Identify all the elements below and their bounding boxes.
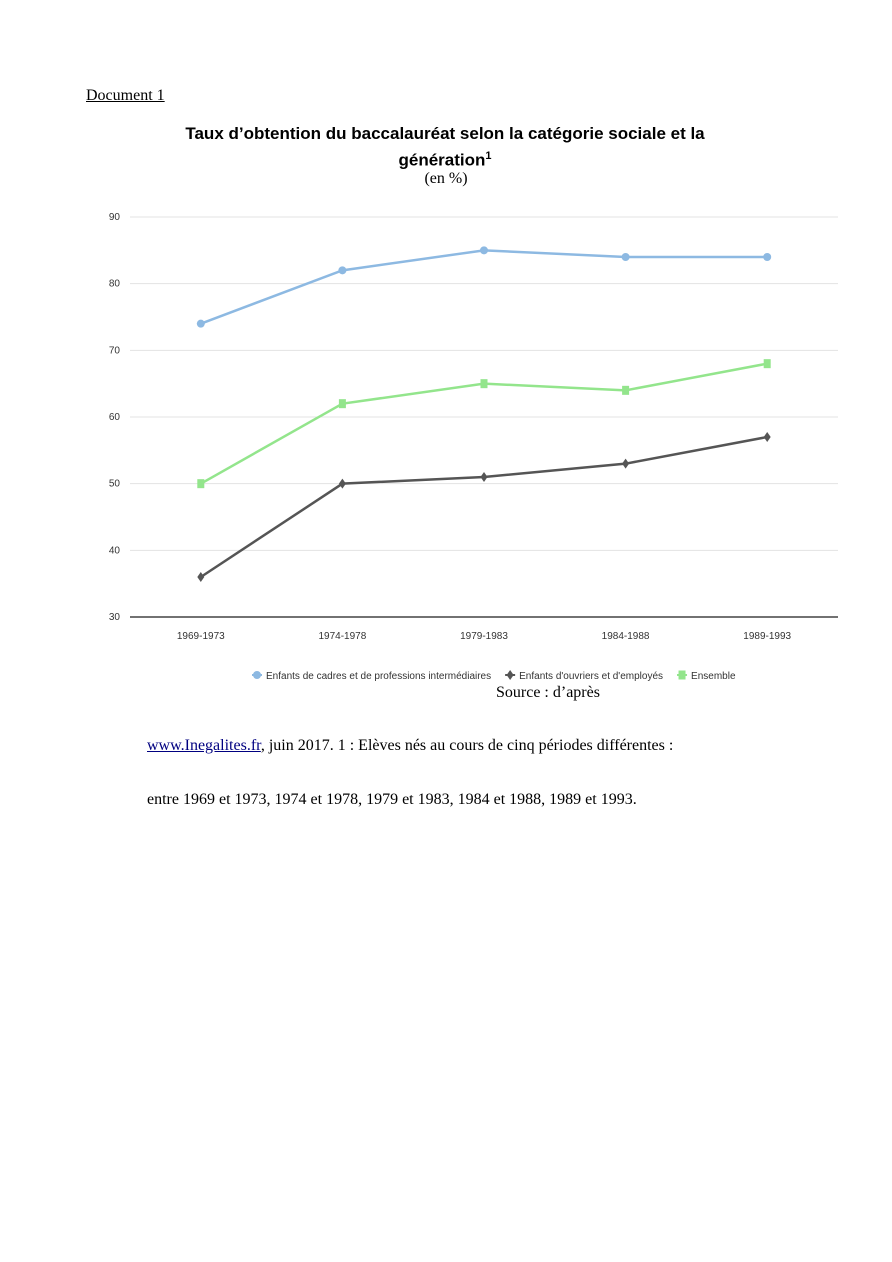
y-tick-label: 50 (109, 479, 121, 490)
data-point (678, 670, 686, 680)
footnote-line-2: entre 1969 et 1973, 1974 et 1978, 1979 e… (147, 791, 637, 808)
gridlines (130, 216, 838, 618)
data-point (338, 399, 346, 409)
document-label: Document 1 (86, 87, 165, 104)
y-tick-label: 60 (109, 412, 121, 423)
data-point (621, 253, 630, 261)
data-point (197, 572, 205, 582)
series-2 (197, 359, 771, 489)
x-tick-label: 1974-1978 (318, 631, 366, 642)
x-axis-ticks: 1969-1973 1974-1978 1979-1983 1984-1988 1989… (177, 631, 792, 642)
footnote-text: , juin 2017. 1 : Elèves nés au cours de … (260, 737, 674, 754)
legend-label: Enfants de cadres et de professions inte… (266, 671, 491, 682)
legend-label: Ensemble (691, 671, 736, 682)
legend-item-1: Enfants d'ouvriers et d'employés (505, 670, 663, 682)
x-tick-label: 1969-1973 (177, 631, 225, 642)
y-tick-label: 30 (109, 612, 121, 623)
y-tick-label: 80 (109, 279, 121, 290)
data-point (622, 458, 630, 469)
x-tick-label: 1989-1993 (743, 631, 791, 642)
legend: Enfants de cadres et de professions inte… (252, 670, 736, 682)
data-point (506, 670, 514, 680)
legend-label: Enfants d'ouvriers et d'employés (519, 671, 663, 682)
data-point (480, 379, 488, 389)
data-point (480, 246, 488, 255)
data-point (338, 266, 347, 275)
legend-item-0: Enfants de cadres et de professions inte… (252, 671, 491, 682)
data-point (253, 671, 261, 679)
series-line (200, 435, 768, 579)
series-group (196, 246, 772, 582)
data-point (763, 253, 772, 261)
footnote-line-1: www.Inegalites.fr, juin 2017. 1 : Elèves… (147, 737, 673, 755)
chart-unit: (en %) (424, 170, 468, 187)
x-tick-label: 1984-1988 (602, 631, 650, 642)
y-tick-label: 90 (109, 212, 121, 223)
data-point (622, 385, 630, 395)
x-tick-label: 1979-1983 (460, 631, 508, 642)
series-1 (197, 432, 771, 582)
series-0 (196, 246, 772, 328)
y-tick-label: 70 (109, 345, 121, 356)
series-line (200, 249, 768, 325)
source-link[interactable]: www.Inegalites.fr (147, 737, 261, 754)
legend-item-2: Ensemble (677, 670, 736, 682)
data-point (197, 479, 205, 489)
line-chart: 30 40 50 60 70 80 90 1969-1973 1974-1978 1979-19… (109, 212, 838, 682)
data-point (763, 359, 771, 369)
data-point (338, 478, 346, 489)
chart-title-text: Taux d’obtention du baccalauréat selon l… (185, 124, 705, 170)
y-axis-ticks: 30 40 50 60 70 80 90 (109, 212, 121, 623)
data-point (763, 432, 771, 442)
source-text: Source : d’après (496, 684, 600, 701)
data-point (196, 319, 205, 328)
chart-title: Taux d’obtention du baccalauréat selon l… (150, 123, 740, 172)
data-point (480, 472, 488, 482)
y-tick-label: 40 (109, 545, 121, 556)
footnote-mark: 1 (485, 150, 492, 162)
